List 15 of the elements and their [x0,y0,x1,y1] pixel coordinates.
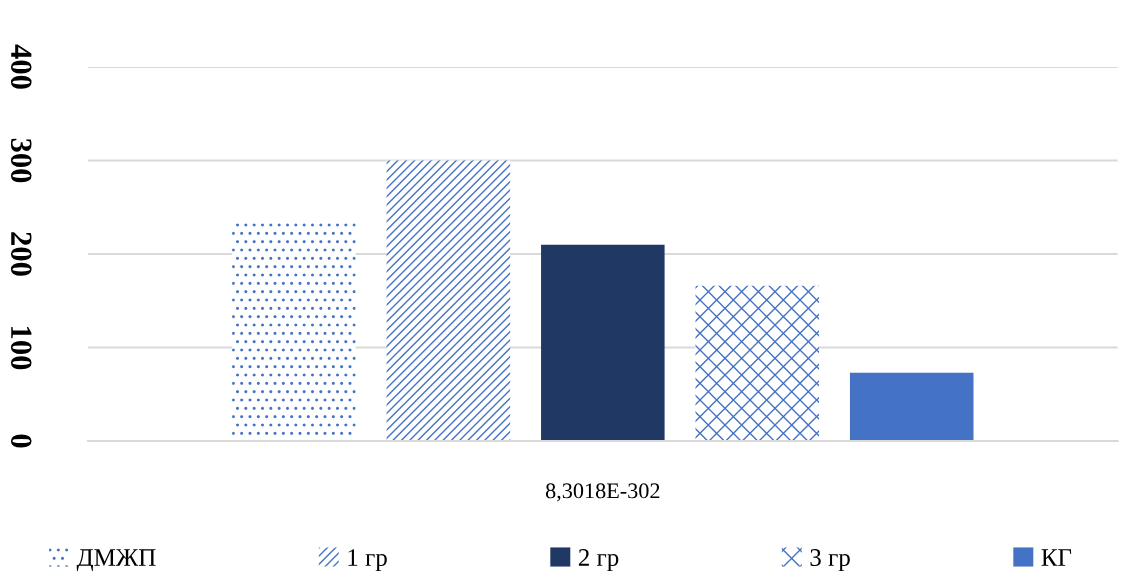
legend-label: 1 гр [348,549,387,571]
bar [541,244,665,441]
legend-label: 2 гр [578,549,619,571]
y-tick-label: 100 [10,327,32,370]
y-tick-label: 0 [10,434,32,448]
legend-label: 3 гр [810,549,850,571]
legend-label: КГ [1041,549,1072,566]
bar [695,285,820,441]
y-tick-label: 300 [10,138,32,183]
x-tick-label: 8,3018E-302 [545,483,660,502]
bar [849,372,974,441]
legend-label: ДМЖП [76,549,156,571]
y-tick-label: 200 [10,232,32,276]
y-tick-label: 400 [10,44,32,89]
bar [386,160,511,441]
